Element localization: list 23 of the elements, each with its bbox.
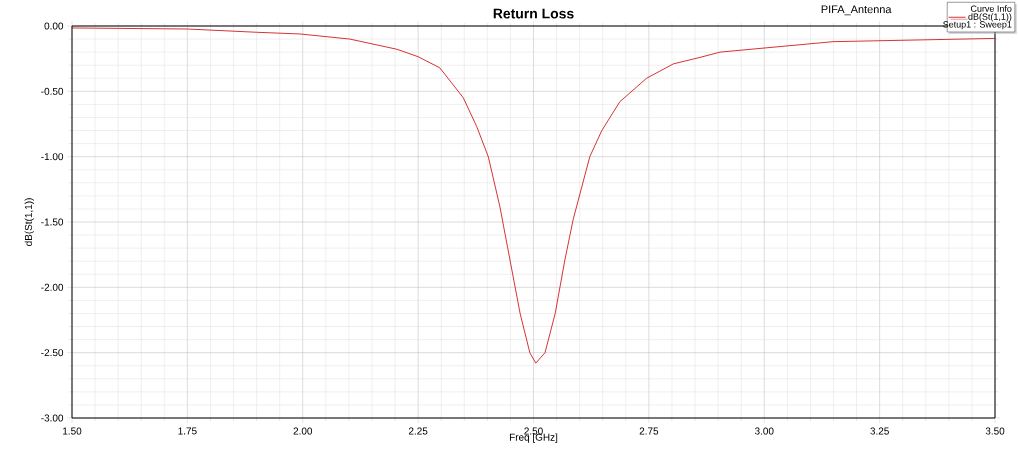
x-tick-label: 3.50 bbox=[985, 427, 1005, 435]
y-tick-label: 0.00 bbox=[44, 22, 64, 30]
x-tick-label: 1.50 bbox=[63, 427, 82, 435]
y-tick-label: -2.50 bbox=[41, 349, 64, 357]
x-tick-label: 2.75 bbox=[639, 427, 659, 435]
x-tick-label: 3.00 bbox=[754, 427, 774, 435]
y-tick-label: -1.00 bbox=[41, 153, 64, 161]
legend-title: Curve Info bbox=[970, 5, 1012, 12]
x-tick-label: 1.75 bbox=[178, 427, 197, 435]
legend-label: dB(St(1,1)) bbox=[968, 13, 1012, 22]
y-axis-title: dB(St(1,1)) bbox=[24, 198, 34, 246]
y-tick-label: -0.50 bbox=[41, 87, 64, 95]
x-tick-label: 3.25 bbox=[870, 427, 889, 435]
x-tick-label: 2.25 bbox=[408, 427, 428, 435]
chart-title: Return Loss bbox=[493, 8, 574, 19]
x-tick-label: 2.50 bbox=[524, 427, 543, 435]
annotation: Setup1 : Sweep1 bbox=[943, 21, 1012, 30]
y-tick-label: -3.00 bbox=[41, 414, 64, 422]
line-series bbox=[72, 27, 996, 364]
x-tick-label: 2.00 bbox=[293, 427, 313, 435]
y-tick-label: -2.00 bbox=[41, 283, 64, 291]
y-tick-label: -1.50 bbox=[41, 218, 64, 226]
text: PIFA_Antenna bbox=[821, 5, 892, 16]
